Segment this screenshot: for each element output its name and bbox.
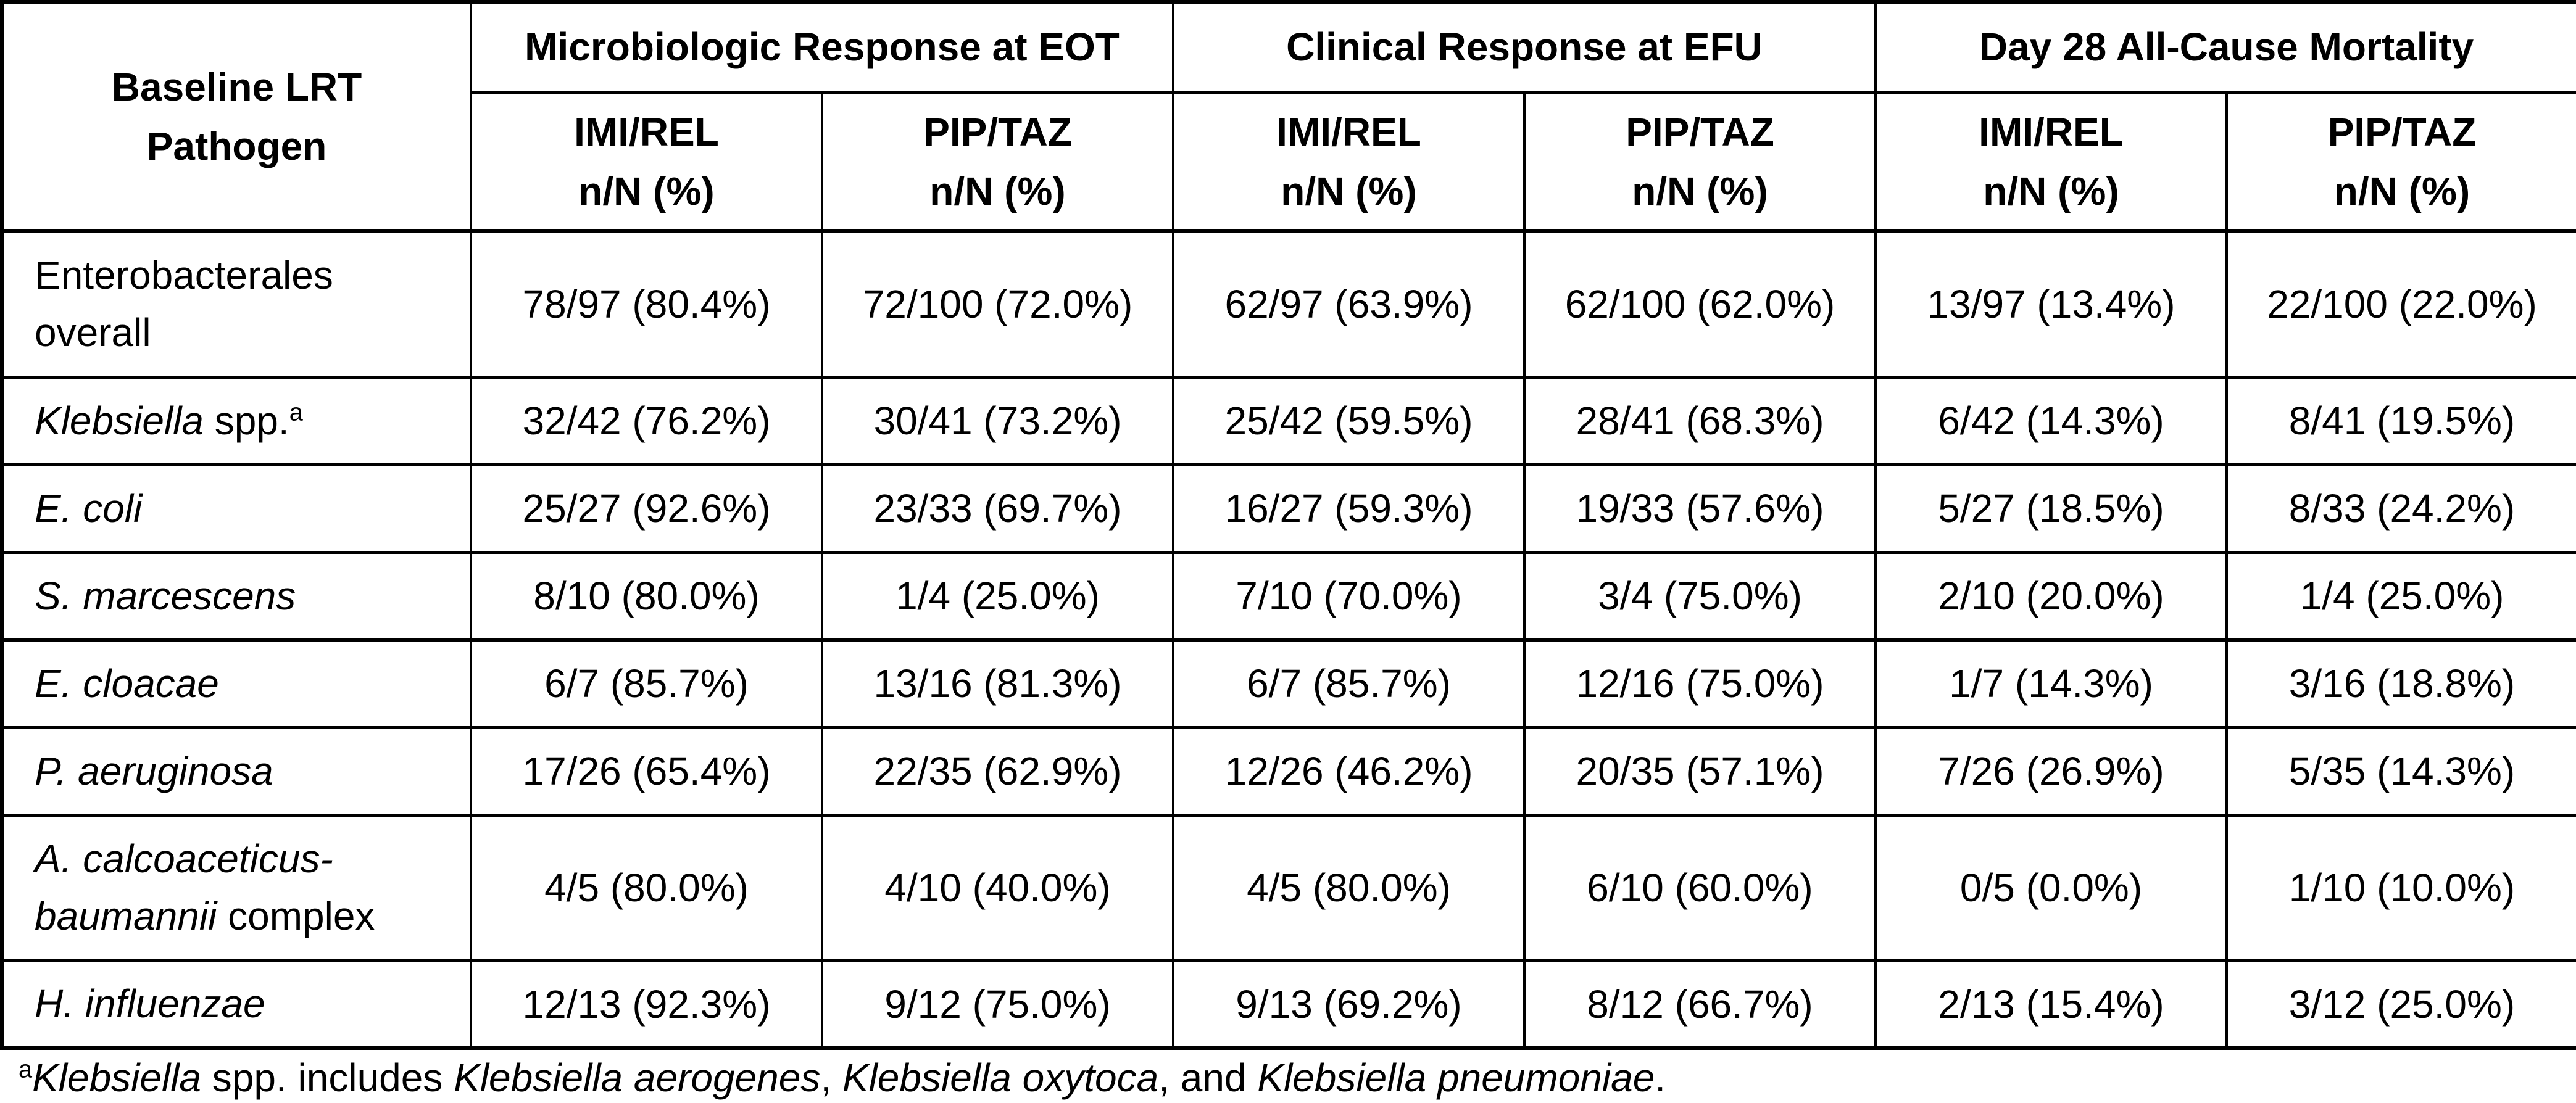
- table-row: Enterobacterales overall 78/97 (80.4%) 72/…: [1, 229, 2576, 379]
- row-header-title: Baseline LRT Pathogen: [1, 0, 472, 233]
- pathogen-name: H. influenzae: [1, 959, 472, 1050]
- value-cell: 22/100 (22.0%): [2225, 229, 2576, 379]
- subheader-eot-piptaz: PIP/TAZ n/N (%): [821, 90, 1174, 233]
- metric-label: n/N (%): [1632, 168, 1768, 213]
- value-cell: 1/7 (14.3%): [1874, 638, 2228, 729]
- value-cell: 3/16 (18.8%): [2225, 638, 2576, 729]
- value-cell: 12/13 (92.3%): [470, 959, 823, 1050]
- arm-label: IMI/REL: [1276, 109, 1421, 154]
- value-cell: 4/10 (40.0%): [821, 813, 1174, 962]
- metric-label: n/N (%): [578, 168, 715, 213]
- value-cell: 0/5 (0.0%): [1874, 813, 2228, 962]
- value-cell: 16/27 (59.3%): [1172, 463, 1526, 554]
- value-cell: 17/26 (65.4%): [470, 725, 823, 817]
- pathogen-name: S. marcescens: [1, 550, 472, 642]
- value-cell: 3/12 (25.0%): [2225, 959, 2576, 1050]
- metric-label: n/N (%): [2333, 168, 2470, 213]
- value-cell: 12/16 (75.0%): [1523, 638, 1877, 729]
- pathogen-response-table: Baseline LRT Pathogen Microbiologic Respo…: [0, 0, 2576, 1050]
- value-cell: 6/42 (14.3%): [1874, 375, 2228, 466]
- value-cell: 30/41 (73.2%): [821, 375, 1174, 466]
- table-row: S. marcescens 8/10 (80.0%) 1/4 (25.0%) 7/10…: [1, 550, 2576, 642]
- value-cell: 6/10 (60.0%): [1523, 813, 1877, 962]
- pathogen-name: Enterobacterales overall: [1, 229, 472, 379]
- value-cell: 9/13 (69.2%): [1172, 959, 1526, 1050]
- table-row: H. influenzae 12/13 (92.3%) 9/12 (75.0%) 9/…: [1, 959, 2576, 1050]
- value-cell: 6/7 (85.7%): [1172, 638, 1526, 729]
- table-row: P. aeruginosa 17/26 (65.4%) 22/35 (62.9%) 1…: [1, 725, 2576, 817]
- subheader-mortality-piptaz: PIP/TAZ n/N (%): [2225, 90, 2576, 233]
- value-cell: 2/10 (20.0%): [1874, 550, 2228, 642]
- metric-label: n/N (%): [1983, 168, 2119, 213]
- arm-label: IMI/REL: [1979, 109, 2124, 154]
- value-cell: 4/5 (80.0%): [470, 813, 823, 962]
- value-cell: 20/35 (57.1%): [1523, 725, 1877, 817]
- value-cell: 72/100 (72.0%): [821, 229, 1174, 379]
- section-title-day28-mortality: Day 28 All-Cause Mortality: [1874, 0, 2576, 94]
- subheader-efu-imirel: IMI/REL n/N (%): [1172, 90, 1526, 233]
- footnote: aKlebsiella spp. includes Klebsiella aer…: [19, 1056, 2576, 1099]
- value-cell: 1/4 (25.0%): [821, 550, 1174, 642]
- table-row: Klebsiella spp.a 32/42 (76.2%) 30/41 (73.2…: [1, 375, 2576, 466]
- value-cell: 3/4 (75.0%): [1523, 550, 1877, 642]
- pathogen-name: P. aeruginosa: [1, 725, 472, 817]
- value-cell: 7/26 (26.9%): [1874, 725, 2228, 817]
- value-cell: 32/42 (76.2%): [470, 375, 823, 466]
- value-cell: 8/41 (19.5%): [2225, 375, 2576, 466]
- pathogen-name: E. cloacae: [1, 638, 472, 729]
- section-title-clinical-efu: Clinical Response at EFU: [1172, 0, 1877, 94]
- value-cell: 8/10 (80.0%): [470, 550, 823, 642]
- section-title-row: Baseline LRT Pathogen Microbiologic Respo…: [1, 0, 2576, 233]
- value-cell: 8/12 (66.7%): [1523, 959, 1877, 1050]
- subheader-efu-piptaz: PIP/TAZ n/N (%): [1523, 90, 1877, 233]
- value-cell: 5/35 (14.3%): [2225, 725, 2576, 817]
- value-cell: 28/41 (68.3%): [1523, 375, 1877, 466]
- value-cell: 62/100 (62.0%): [1523, 229, 1877, 379]
- value-cell: 7/10 (70.0%): [1172, 550, 1526, 642]
- value-cell: 22/35 (62.9%): [821, 725, 1174, 817]
- pathogen-name: Klebsiella spp.a: [1, 375, 472, 466]
- value-cell: 1/4 (25.0%): [2225, 550, 2576, 642]
- value-cell: 12/26 (46.2%): [1172, 725, 1526, 817]
- table-row: E. cloacae 6/7 (85.7%) 13/16 (81.3%) 6/7 (8…: [1, 638, 2576, 729]
- value-cell: 1/10 (10.0%): [2225, 813, 2576, 962]
- value-cell: 5/27 (18.5%): [1874, 463, 2228, 554]
- value-cell: 25/27 (92.6%): [470, 463, 823, 554]
- arm-label: IMI/REL: [574, 109, 719, 154]
- pathogen-name: A. calcoaceticus-baumannii complex: [1, 813, 472, 962]
- arm-label: PIP/TAZ: [1626, 109, 1774, 154]
- subheader-mortality-imirel: IMI/REL n/N (%): [1874, 90, 2228, 233]
- value-cell: 25/42 (59.5%): [1172, 375, 1526, 466]
- arm-label: PIP/TAZ: [923, 109, 1072, 154]
- value-cell: 13/97 (13.4%): [1874, 229, 2228, 379]
- metric-label: n/N (%): [1281, 168, 1417, 213]
- table-header: Baseline LRT Pathogen Microbiologic Respo…: [1, 0, 2576, 233]
- value-cell: 6/7 (85.7%): [470, 638, 823, 729]
- value-cell: 19/33 (57.6%): [1523, 463, 1877, 554]
- metric-label: n/N (%): [929, 168, 1066, 213]
- value-cell: 2/13 (15.4%): [1874, 959, 2228, 1050]
- value-cell: 62/97 (63.9%): [1172, 229, 1526, 379]
- footnote-text: aKlebsiella spp. includes Klebsiella aer…: [19, 1055, 1666, 1100]
- arm-label: PIP/TAZ: [2327, 109, 2477, 154]
- value-cell: 78/97 (80.4%): [470, 229, 823, 379]
- table-row: E. coli 25/27 (92.6%) 23/33 (69.7%) 16/27 (…: [1, 463, 2576, 554]
- value-cell: 9/12 (75.0%): [821, 959, 1174, 1050]
- pathogen-name: E. coli: [1, 463, 472, 554]
- table-row: A. calcoaceticus-baumannii complex 4/5 (8…: [1, 813, 2576, 962]
- value-cell: 8/33 (24.2%): [2225, 463, 2576, 554]
- subheader-eot-imirel: IMI/REL n/N (%): [470, 90, 823, 233]
- value-cell: 23/33 (69.7%): [821, 463, 1174, 554]
- value-cell: 13/16 (81.3%): [821, 638, 1174, 729]
- section-title-microbiologic-eot: Microbiologic Response at EOT: [470, 0, 1174, 94]
- table-body: Enterobacterales overall 78/97 (80.4%) 72/…: [1, 229, 2576, 1050]
- subheader-row: IMI/REL n/N (%) PIP/TAZ n/N (%) IMI/REL n/N…: [2, 90, 2576, 233]
- value-cell: 4/5 (80.0%): [1172, 813, 1526, 962]
